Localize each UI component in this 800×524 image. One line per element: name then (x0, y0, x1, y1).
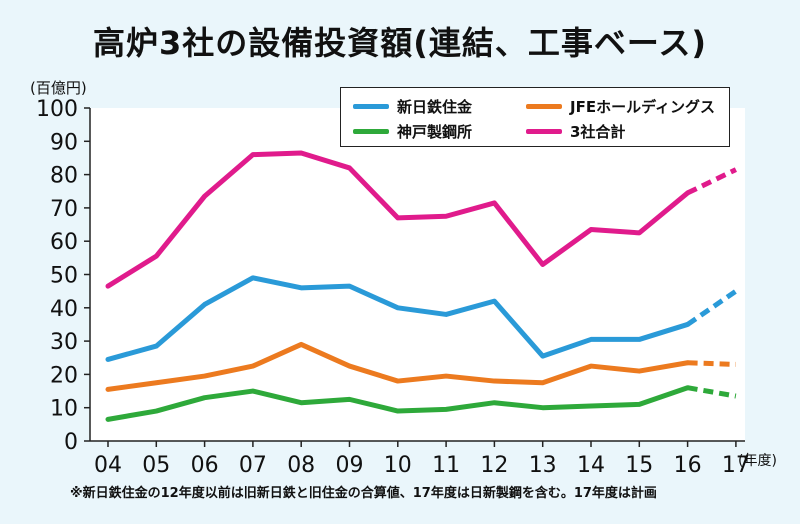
series-lines (105, 150, 738, 422)
legend-swatch (353, 104, 389, 109)
y-tick-label: 0 (64, 430, 78, 455)
x-tick-label: 09 (336, 453, 364, 478)
x-tick-label: 08 (287, 453, 315, 478)
y-tick-label: 80 (50, 164, 78, 189)
legend-item-kobe: 神戸製鋼所 (353, 121, 472, 142)
legend-swatch (526, 104, 562, 109)
series-projection-0 (686, 289, 738, 327)
x-tick-label: 15 (625, 453, 653, 478)
y-tick-label: 30 (50, 330, 78, 355)
legend-item-nippon-steel: 新日鉄住金 (353, 96, 472, 117)
legend-label: JFEホールディングス (570, 98, 716, 116)
x-tick-labels: 04 05 06 07 08 09 10 11 12 13 14 15 16 17 (94, 453, 750, 478)
series-projection-1 (687, 360, 736, 367)
legend-label: 新日鉄住金 (397, 98, 473, 116)
axes (84, 107, 745, 447)
x-tick-label: 13 (529, 453, 557, 478)
y-tick-label: 100 (36, 97, 78, 122)
x-tick-label: 12 (480, 453, 508, 478)
y-tick-label: 10 (50, 397, 78, 422)
x-tick-label: 06 (191, 453, 219, 478)
series-projection-3 (686, 167, 737, 196)
x-tick-label: 05 (142, 453, 170, 478)
legend-item-total: 3社合計 (526, 121, 625, 142)
chart-title: 高炉3社の設備投資額(連結、工事ベース) (93, 24, 707, 62)
series-line-1 (105, 341, 691, 392)
series-line-2 (105, 385, 691, 422)
x-tick-label: 14 (577, 453, 605, 478)
footnote: ※新日鉄住金の12年度以前は旧新日鉄と旧住金の合算値、17年度は日新製鋼を含む。… (70, 486, 657, 501)
x-tick-label: 11 (432, 453, 460, 478)
x-tick-label: 10 (384, 453, 412, 478)
y-tick-label: 70 (50, 197, 78, 222)
series-line-3 (105, 150, 691, 289)
y-tick-label: 90 (50, 130, 78, 155)
y-tick-labels: 0 10 20 30 40 50 60 70 80 90 100 (36, 97, 78, 455)
x-tick-label: 07 (239, 453, 267, 478)
y-tick-label: 20 (50, 363, 78, 388)
legend: 新日鉄住金 JFEホールディングス 神戸製鋼所 3社合計 (340, 87, 730, 147)
x-tick-label: 17 (722, 453, 750, 478)
legend-swatch (526, 129, 562, 134)
legend-label: 3社合計 (570, 123, 626, 141)
legend-label: 神戸製鋼所 (397, 123, 473, 141)
plot-area (90, 108, 745, 441)
x-tick-label: 16 (674, 453, 702, 478)
y-tick-label: 60 (50, 230, 78, 255)
y-unit-label: (百億円) (30, 79, 87, 97)
x-tick-label: 04 (94, 453, 122, 478)
x-unit-label: (年度) (738, 453, 777, 469)
legend-swatch (353, 129, 389, 134)
series-line-0 (105, 275, 691, 362)
y-tick-label: 40 (50, 297, 78, 322)
legend-item-jfe: JFEホールディングス (526, 96, 715, 117)
y-tick-label: 50 (50, 264, 78, 289)
series-projection-2 (687, 385, 737, 399)
